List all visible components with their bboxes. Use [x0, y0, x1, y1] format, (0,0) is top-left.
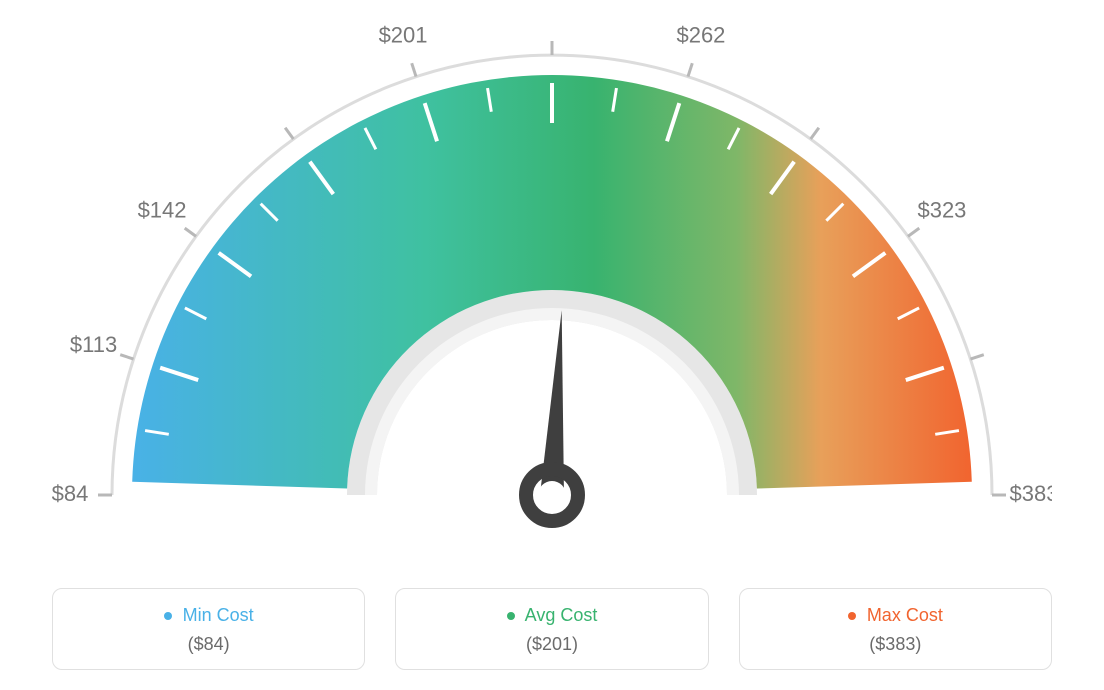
legend-value-max: ($383): [740, 634, 1051, 655]
svg-text:$113: $113: [70, 332, 117, 357]
svg-text:$84: $84: [52, 481, 88, 506]
legend-title-avg: Avg Cost: [396, 605, 707, 626]
cost-gauge: $84 $113 $142 $201 $262 $323 $383: [52, 0, 1052, 560]
legend-row: Min Cost ($84) Avg Cost ($201) Max Cost …: [52, 588, 1052, 670]
legend-label-min: Min Cost: [183, 605, 254, 625]
svg-text:$262: $262: [676, 22, 725, 47]
svg-text:$201: $201: [379, 22, 428, 47]
legend-dot-min: [164, 612, 172, 620]
svg-text:$323: $323: [917, 198, 966, 223]
legend-title-max: Max Cost: [740, 605, 1051, 626]
legend-title-min: Min Cost: [53, 605, 364, 626]
svg-text:$383: $383: [1010, 481, 1052, 506]
legend-card-min: Min Cost ($84): [52, 588, 365, 670]
legend-dot-avg: [507, 612, 515, 620]
legend-value-avg: ($201): [396, 634, 707, 655]
svg-text:$142: $142: [138, 198, 187, 223]
legend-dot-max: [848, 612, 856, 620]
legend-card-max: Max Cost ($383): [739, 588, 1052, 670]
legend-value-min: ($84): [53, 634, 364, 655]
legend-card-avg: Avg Cost ($201): [395, 588, 708, 670]
gauge-svg: $84 $113 $142 $201 $262 $323 $383: [52, 0, 1052, 560]
legend-label-max: Max Cost: [867, 605, 943, 625]
legend-label-avg: Avg Cost: [525, 605, 598, 625]
